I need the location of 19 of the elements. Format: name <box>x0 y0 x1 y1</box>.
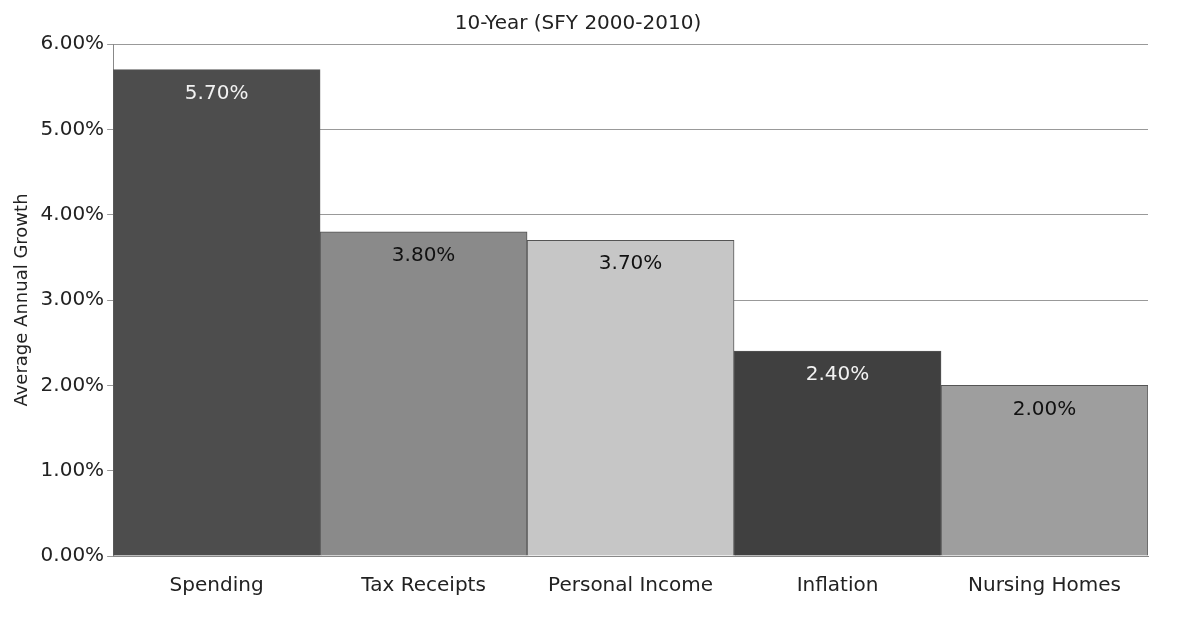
data-label: 3.80% <box>391 241 456 266</box>
chart-title: 10-Year (SFY 2000-2010) <box>454 10 702 35</box>
y-axis-title: Average Annual Growth <box>10 193 32 407</box>
y-tick-label: 3.00% <box>40 286 105 311</box>
y-tick-label: 1.00% <box>40 456 105 481</box>
y-tick-label: 4.00% <box>40 200 105 225</box>
y-tick-label: 6.00% <box>40 30 105 55</box>
y-tick-label: 0.00% <box>40 542 105 567</box>
data-label: 3.70% <box>598 250 663 275</box>
x-tick-label: Inflation <box>796 572 879 597</box>
x-tick-label: Personal Income <box>548 572 714 597</box>
y-tick-label: 5.00% <box>40 115 105 140</box>
data-label: 5.70% <box>184 79 249 104</box>
x-tick-label: Spending <box>169 572 264 597</box>
y-tick-label: 2.00% <box>40 371 105 396</box>
data-label: 2.00% <box>1012 395 1077 420</box>
data-label: 2.40% <box>805 361 870 386</box>
x-tick-label: Tax Receipts <box>360 572 486 597</box>
x-tick-label: Nursing Homes <box>967 572 1122 597</box>
